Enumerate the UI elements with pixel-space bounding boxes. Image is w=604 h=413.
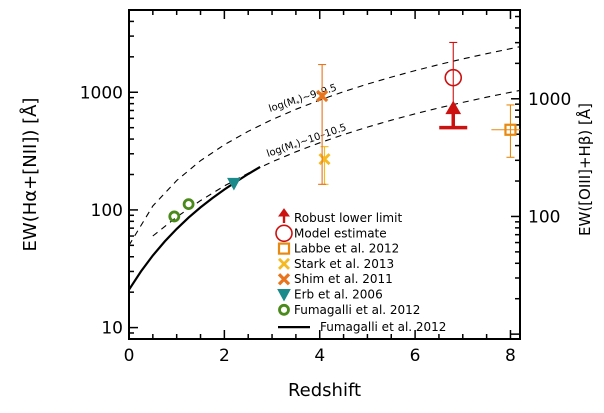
y-tick-label-right: 1000 — [528, 90, 571, 110]
curve-annotation-part: log(M — [265, 140, 295, 159]
y-tick-label-left: 1000 — [80, 83, 123, 103]
legend-label: Fumagalli et al. 2012 — [320, 320, 446, 334]
legend-marker — [275, 224, 293, 243]
x-tick-label: 8 — [505, 346, 516, 366]
dashed-curve — [152, 89, 520, 237]
data-point — [318, 153, 331, 166]
curve-annotation: log(M*)~9–9.5 — [268, 83, 339, 117]
legend-label: Erb et al. 2006 — [294, 288, 383, 302]
data-point — [315, 89, 329, 103]
curve-annotation: log(M*)~10–10.5 — [265, 122, 348, 161]
legend-label: Labbe et al. 2012 — [294, 242, 399, 256]
solid-curve — [129, 165, 261, 291]
y-tick-label-right: 100 — [528, 207, 560, 227]
dashed-curve — [129, 46, 520, 246]
data-point — [227, 177, 241, 191]
y-axis-title-right: EW([OIII]+Hβ) [Å] — [575, 103, 594, 236]
legend-marker — [277, 273, 291, 286]
legend-label: Shim et al. 2011 — [294, 272, 393, 286]
legend-marker — [278, 303, 290, 316]
x-axis-title: Redshift — [288, 380, 361, 401]
legend-label: Robust lower limit — [294, 211, 402, 225]
legend-label: Stark et al. 2013 — [294, 257, 394, 271]
data-point — [504, 123, 517, 136]
x-tick-label: 2 — [219, 346, 230, 366]
curve-annotation-part: * — [293, 144, 299, 153]
legend-marker — [277, 242, 291, 255]
curve-annotation-part: log(M — [268, 96, 298, 115]
y-tick-label-left: 10 — [101, 319, 123, 339]
data-point — [182, 198, 195, 211]
x-tick-label: 0 — [124, 346, 135, 366]
legend-marker — [278, 208, 290, 217]
x-tick-label: 6 — [410, 346, 421, 366]
curve-annotation-part: * — [295, 99, 301, 108]
legend-label: Model estimate — [294, 226, 387, 240]
legend-marker — [277, 289, 291, 302]
y-tick-label-left: 100 — [91, 201, 123, 221]
legend-label: Fumagalli et al. 2012 — [294, 303, 420, 317]
x-tick-label: 4 — [314, 346, 325, 366]
data-point — [444, 68, 463, 87]
data-point — [168, 210, 181, 223]
y-axis-title-left: EW(Hα+[NII]) [Å] — [19, 98, 41, 252]
legend-marker — [278, 257, 290, 270]
